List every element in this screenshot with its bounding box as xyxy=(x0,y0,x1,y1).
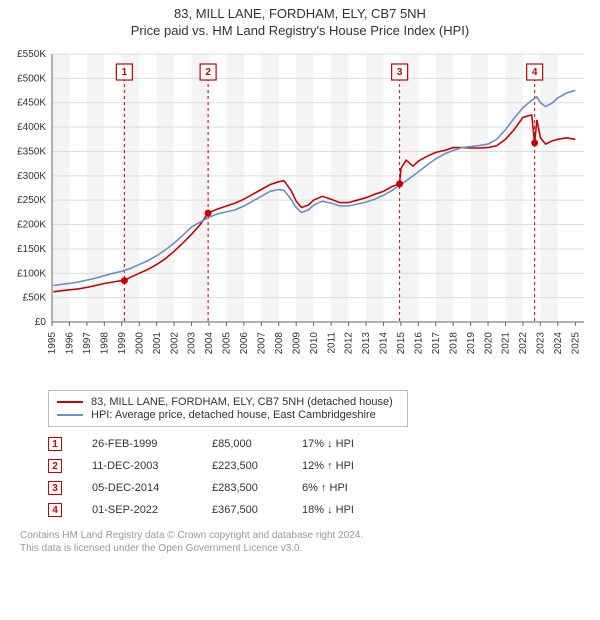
sale-marker-dot xyxy=(121,277,128,284)
sales-row-date: 11-DEC-2003 xyxy=(92,460,212,472)
x-tick-label: 2008 xyxy=(274,332,285,355)
legend-swatch xyxy=(57,414,83,416)
sales-row: 4 01-SEP-2022£367,50018% ↓ HPI xyxy=(48,499,592,521)
x-tick-label: 2020 xyxy=(483,332,494,355)
sales-row-date: 01-SEP-2022 xyxy=(92,504,212,516)
sale-marker-dot xyxy=(396,180,403,187)
sales-row-date: 26-FEB-1999 xyxy=(92,438,212,450)
sales-row: 1 26-FEB-1999£85,00017% ↓ HPI xyxy=(48,433,592,455)
legend-label: HPI: Average price, detached house, East… xyxy=(91,409,376,421)
y-tick-label: £100K xyxy=(17,268,46,279)
x-tick-label: 2024 xyxy=(553,332,564,355)
title-address: 83, MILL LANE, FORDHAM, ELY, CB7 5NH xyxy=(8,6,592,21)
x-tick-label: 2018 xyxy=(448,332,459,355)
x-tick-label: 2000 xyxy=(134,332,145,355)
footer-line1: Contains HM Land Registry data © Crown c… xyxy=(20,529,592,542)
sales-row-diff: 17% ↓ HPI xyxy=(302,438,402,450)
sales-row-diff: 6% ↑ HPI xyxy=(302,482,402,494)
title-block: 83, MILL LANE, FORDHAM, ELY, CB7 5NH Pri… xyxy=(8,6,592,38)
sales-row-price: £223,500 xyxy=(212,460,302,472)
x-tick-label: 2025 xyxy=(570,332,581,355)
sales-row-marker: 4 xyxy=(48,503,62,517)
sales-row-price: £367,500 xyxy=(212,504,302,516)
x-tick-label: 2023 xyxy=(536,332,547,355)
sales-row: 3 05-DEC-2014£283,5006% ↑ HPI xyxy=(48,477,592,499)
sale-marker-number: 3 xyxy=(397,67,403,78)
footer: Contains HM Land Registry data © Crown c… xyxy=(20,529,592,555)
x-tick-label: 2007 xyxy=(257,332,268,355)
x-tick-label: 2012 xyxy=(344,332,355,355)
x-tick-label: 2004 xyxy=(204,332,215,355)
legend-item: HPI: Average price, detached house, East… xyxy=(57,409,399,421)
sale-marker-dot xyxy=(205,210,212,217)
y-tick-label: £450K xyxy=(17,98,46,109)
x-tick-label: 2006 xyxy=(239,332,250,355)
x-tick-label: 2010 xyxy=(309,332,320,355)
x-tick-label: 1998 xyxy=(100,332,111,355)
x-tick-label: 2014 xyxy=(379,332,390,355)
x-tick-label: 2009 xyxy=(291,332,302,355)
sales-row-marker: 3 xyxy=(48,481,62,495)
y-tick-label: £200K xyxy=(17,220,46,231)
legend-label: 83, MILL LANE, FORDHAM, ELY, CB7 5NH (de… xyxy=(91,396,393,408)
x-tick-label: 1997 xyxy=(82,332,93,355)
x-tick-label: 2002 xyxy=(169,332,180,355)
x-tick-label: 2013 xyxy=(361,332,372,355)
chart-container: 83, MILL LANE, FORDHAM, ELY, CB7 5NH Pri… xyxy=(0,0,600,563)
x-tick-label: 2005 xyxy=(222,332,233,355)
sales-row-marker: 2 xyxy=(48,459,62,473)
legend-item: 83, MILL LANE, FORDHAM, ELY, CB7 5NH (de… xyxy=(57,396,399,408)
sale-marker-number: 4 xyxy=(532,67,538,78)
sales-row-marker: 1 xyxy=(48,437,62,451)
sales-row-price: £85,000 xyxy=(212,438,302,450)
x-tick-label: 2011 xyxy=(326,332,337,354)
x-tick-label: 1996 xyxy=(65,332,76,355)
x-tick-label: 1995 xyxy=(47,332,58,355)
y-tick-label: £50K xyxy=(23,293,47,304)
sales-row: 2 11-DEC-2003£223,50012% ↑ HPI xyxy=(48,455,592,477)
y-tick-label: £0 xyxy=(35,317,47,328)
legend: 83, MILL LANE, FORDHAM, ELY, CB7 5NH (de… xyxy=(48,390,408,427)
x-tick-label: 2021 xyxy=(501,332,512,355)
chart: £0 £50K £100K £150K £200K £250K £300K £350K £400… xyxy=(8,44,592,384)
sales-row-date: 05-DEC-2014 xyxy=(92,482,212,494)
y-tick-label: £550K xyxy=(17,49,46,60)
y-tick-label: £250K xyxy=(17,195,46,206)
footer-line2: This data is licensed under the Open Gov… xyxy=(20,542,592,555)
sale-marker-number: 1 xyxy=(122,67,128,78)
x-tick-label: 2001 xyxy=(152,332,163,355)
sale-marker-dot xyxy=(531,139,538,146)
sale-marker-number: 2 xyxy=(205,67,211,78)
y-tick-label: £400K xyxy=(17,122,46,133)
x-tick-label: 1999 xyxy=(117,332,128,355)
y-tick-label: £300K xyxy=(17,171,46,182)
legend-swatch xyxy=(57,401,83,403)
y-tick-label: £500K xyxy=(17,73,46,84)
sales-row-diff: 12% ↑ HPI xyxy=(302,460,402,472)
x-tick-label: 2019 xyxy=(466,332,477,355)
x-tick-label: 2022 xyxy=(518,332,529,355)
x-tick-label: 2017 xyxy=(431,332,442,355)
x-tick-label: 2015 xyxy=(396,332,407,355)
x-tick-label: 2016 xyxy=(413,332,424,355)
y-tick-label: £350K xyxy=(17,146,46,157)
x-tick-label: 2003 xyxy=(187,332,198,355)
title-subtitle: Price paid vs. HM Land Registry's House … xyxy=(8,23,592,38)
sales-row-diff: 18% ↓ HPI xyxy=(302,504,402,516)
y-tick-label: £150K xyxy=(17,244,46,255)
sales-table: 1 26-FEB-1999£85,00017% ↓ HPI 2 11-DEC-2003… xyxy=(48,433,592,521)
chart-svg: £0 £50K £100K £150K £200K £250K £300K £350K £400… xyxy=(8,44,592,384)
sales-row-price: £283,500 xyxy=(212,482,302,494)
